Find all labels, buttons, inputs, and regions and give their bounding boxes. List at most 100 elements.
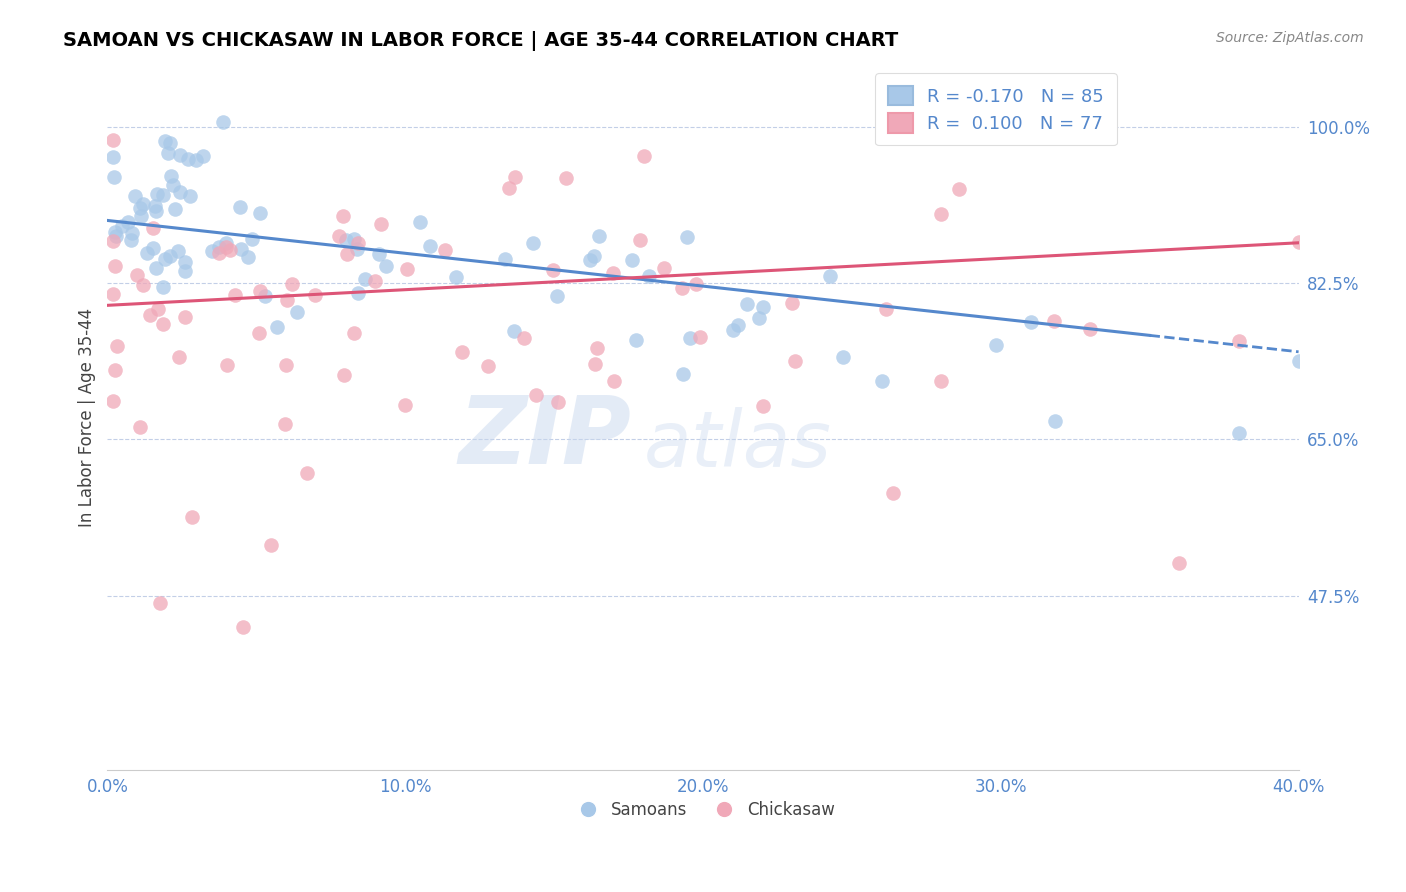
Point xyxy=(1168,556,1191,570)
Point xyxy=(149,596,172,610)
Point xyxy=(554,170,576,185)
Point xyxy=(336,247,359,261)
Point xyxy=(104,225,127,239)
Point xyxy=(332,209,354,223)
Point xyxy=(652,261,675,276)
Point xyxy=(117,214,139,228)
Point xyxy=(215,240,238,254)
Point xyxy=(347,286,370,301)
Point xyxy=(494,252,516,266)
Point xyxy=(624,333,647,347)
Point xyxy=(156,146,179,161)
Point xyxy=(503,324,526,338)
Point xyxy=(201,244,224,259)
Point xyxy=(160,169,183,183)
Point xyxy=(1078,322,1101,336)
Point xyxy=(929,374,952,388)
Point xyxy=(155,134,177,148)
Point xyxy=(394,399,416,413)
Point xyxy=(124,189,146,203)
Point xyxy=(433,244,456,258)
Point xyxy=(451,345,474,359)
Y-axis label: In Labor Force | Age 35-44: In Labor Force | Age 35-44 xyxy=(79,308,96,526)
Point xyxy=(1288,235,1310,249)
Point xyxy=(218,243,240,257)
Point xyxy=(547,394,569,409)
Point xyxy=(162,178,184,192)
Point xyxy=(633,149,655,163)
Point xyxy=(333,368,356,383)
Point xyxy=(148,302,170,317)
Point xyxy=(672,367,695,381)
Point xyxy=(173,255,195,269)
Point xyxy=(104,259,127,273)
Point xyxy=(181,510,204,524)
Point xyxy=(138,308,160,322)
Point xyxy=(274,358,297,372)
Point xyxy=(103,132,125,146)
Point xyxy=(215,235,238,250)
Text: SAMOAN VS CHICKASAW IN LABOR FORCE | AGE 35-44 CORRELATION CHART: SAMOAN VS CHICKASAW IN LABOR FORCE | AGE… xyxy=(63,31,898,51)
Point xyxy=(211,115,233,129)
Point xyxy=(721,323,744,337)
Point xyxy=(177,152,200,166)
Point xyxy=(477,359,499,373)
Point xyxy=(249,284,271,298)
Point xyxy=(832,350,855,364)
Point xyxy=(249,206,271,220)
Point xyxy=(281,277,304,291)
Point xyxy=(621,252,644,267)
Point xyxy=(588,229,610,244)
Point xyxy=(169,147,191,161)
Point xyxy=(583,249,606,263)
Point xyxy=(254,289,277,303)
Point xyxy=(347,236,370,251)
Point xyxy=(689,329,711,343)
Point xyxy=(103,234,125,248)
Point xyxy=(142,241,165,255)
Point xyxy=(142,220,165,235)
Point xyxy=(179,189,201,203)
Point xyxy=(748,310,770,325)
Point xyxy=(522,236,544,251)
Point xyxy=(818,268,841,283)
Point xyxy=(353,272,375,286)
Point xyxy=(145,204,167,219)
Point xyxy=(737,297,759,311)
Point xyxy=(1227,426,1250,441)
Point xyxy=(367,247,389,261)
Point xyxy=(146,186,169,201)
Point xyxy=(396,262,419,277)
Point xyxy=(875,302,897,317)
Point xyxy=(751,300,773,314)
Point xyxy=(727,318,749,332)
Point xyxy=(103,363,125,377)
Point xyxy=(637,268,659,283)
Point xyxy=(240,232,263,246)
Point xyxy=(882,486,904,500)
Point xyxy=(169,186,191,200)
Point xyxy=(103,150,125,164)
Point xyxy=(152,280,174,294)
Point xyxy=(129,201,152,215)
Point xyxy=(285,305,308,319)
Point xyxy=(169,350,191,364)
Point xyxy=(135,245,157,260)
Point xyxy=(578,252,600,267)
Point xyxy=(208,240,231,254)
Point xyxy=(215,358,238,372)
Point xyxy=(1019,314,1042,328)
Point xyxy=(1094,116,1116,130)
Point xyxy=(103,287,125,301)
Point xyxy=(364,274,387,288)
Point xyxy=(628,233,651,247)
Point xyxy=(145,261,167,276)
Point xyxy=(785,354,807,368)
Point xyxy=(103,393,125,408)
Point xyxy=(586,341,609,355)
Point xyxy=(375,259,398,273)
Point xyxy=(184,153,207,167)
Point xyxy=(173,263,195,277)
Text: atlas: atlas xyxy=(644,408,831,483)
Point xyxy=(602,374,624,388)
